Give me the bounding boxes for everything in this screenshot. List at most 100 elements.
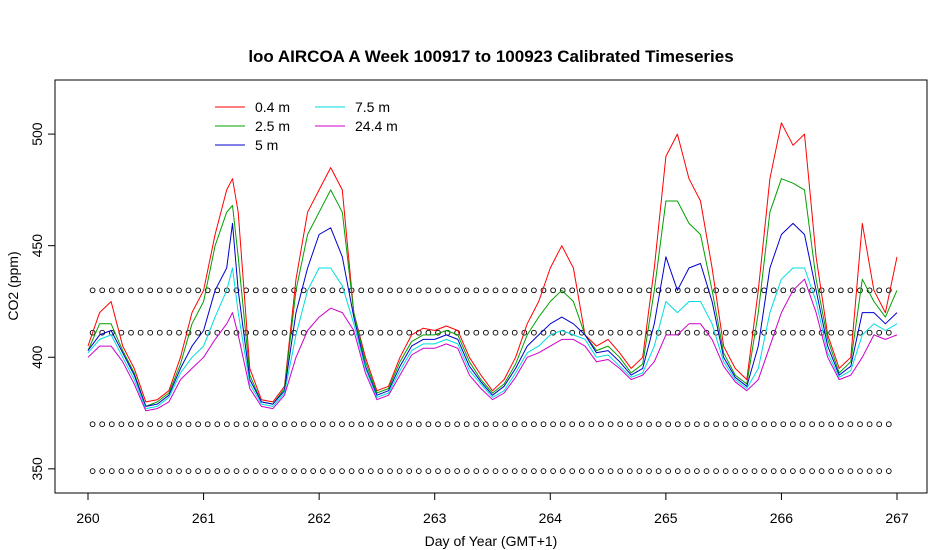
marker-point (156, 421, 163, 428)
marker-point (300, 421, 307, 428)
marker-point (483, 329, 489, 336)
marker-point (732, 421, 739, 428)
marker-point (885, 287, 892, 294)
marker-point (166, 421, 173, 428)
marker-point (387, 421, 393, 428)
marker-point (185, 468, 192, 474)
marker-point (713, 421, 719, 428)
marker-point (885, 468, 892, 474)
marker-point (463, 421, 470, 428)
marker-point (780, 421, 787, 428)
marker-point (463, 329, 470, 336)
marker-point (176, 287, 182, 294)
legend-label: 5 m (255, 137, 278, 153)
marker-point (310, 421, 317, 428)
marker-point (291, 468, 297, 474)
marker-point (742, 287, 748, 294)
marker-point (866, 421, 873, 428)
marker-point (847, 287, 854, 294)
marker-point (358, 468, 365, 474)
marker-point (607, 468, 614, 474)
marker-point (492, 468, 499, 474)
marker-point (502, 329, 508, 336)
marker-point (252, 329, 259, 336)
marker-point (847, 421, 854, 428)
marker-point (204, 468, 211, 474)
marker-point (339, 421, 345, 428)
marker-point (224, 329, 230, 336)
legend-label: 7.5 m (355, 99, 390, 115)
marker-point (857, 421, 863, 428)
marker-point (396, 287, 403, 294)
marker-point (147, 468, 154, 474)
marker-point (310, 468, 317, 474)
series-line-5-m (87, 222, 898, 407)
y-tick-label: 450 (29, 234, 45, 258)
marker-point (751, 287, 758, 294)
y-tick-label: 400 (29, 345, 45, 369)
marker-point (636, 287, 643, 294)
marker-point (128, 468, 134, 474)
marker-point (233, 329, 240, 336)
marker-point (377, 329, 384, 336)
marker-point (147, 329, 154, 336)
marker-point (588, 329, 595, 336)
marker-point (799, 329, 806, 336)
marker-point (703, 421, 710, 428)
marker-point (569, 287, 576, 294)
marker-point (598, 468, 604, 474)
marker-point (809, 287, 815, 294)
x-tick-label: 263 (423, 510, 447, 526)
marker-point (799, 287, 806, 294)
marker-point (473, 329, 480, 336)
marker-point (128, 329, 134, 336)
marker-point (780, 468, 787, 474)
marker-point (329, 287, 336, 294)
marker-point (876, 468, 883, 474)
marker-point (684, 468, 691, 474)
marker-point (885, 329, 892, 336)
marker-point (790, 329, 796, 336)
marker-point (339, 468, 345, 474)
marker-point (818, 421, 825, 428)
marker-point (425, 468, 432, 474)
marker-point (156, 468, 163, 474)
marker-point (626, 287, 633, 294)
marker-point (885, 421, 892, 428)
marker-point (233, 287, 240, 294)
marker-point (406, 468, 413, 474)
marker-point (425, 421, 432, 428)
marker-point (857, 287, 863, 294)
marker-point (665, 421, 672, 428)
marker-point (502, 287, 508, 294)
marker-point (684, 421, 691, 428)
marker-point (128, 287, 134, 294)
marker-point (521, 421, 528, 428)
marker-point (272, 421, 278, 428)
y-axis-label: CO2 (ppm) (5, 251, 21, 320)
marker-point (559, 287, 566, 294)
marker-point (722, 329, 729, 336)
marker-point (89, 468, 96, 474)
marker-point (89, 329, 96, 336)
marker-point (444, 421, 451, 428)
marker-point (473, 287, 480, 294)
marker-point (329, 329, 336, 336)
x-tick-label: 260 (76, 510, 100, 526)
x-tick-label: 266 (770, 510, 794, 526)
marker-point (137, 329, 144, 336)
marker-point (137, 287, 144, 294)
marker-point (636, 329, 643, 336)
marker-point (617, 468, 624, 474)
marker-point (118, 287, 125, 294)
marker-point (348, 329, 355, 336)
marker-point (310, 287, 317, 294)
marker-point (319, 329, 326, 336)
marker-point (243, 468, 249, 474)
marker-point (204, 287, 211, 294)
marker-point (722, 468, 729, 474)
marker-point (147, 287, 154, 294)
marker-point (742, 329, 748, 336)
marker-point (866, 329, 873, 336)
marker-point (300, 329, 307, 336)
